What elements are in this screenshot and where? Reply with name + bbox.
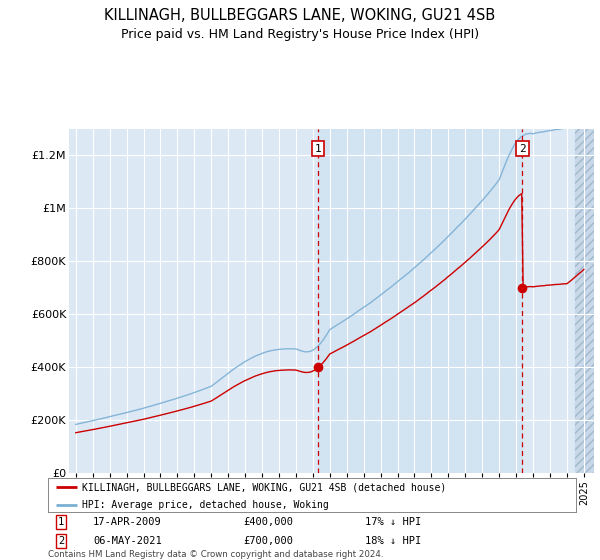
Text: 06-MAY-2021: 06-MAY-2021 <box>93 536 161 546</box>
Bar <box>575 129 596 473</box>
Text: 1: 1 <box>314 144 322 153</box>
Text: £400,000: £400,000 <box>244 517 293 527</box>
Text: KILLINAGH, BULLBEGGARS LANE, WOKING, GU21 4SB (detached house): KILLINAGH, BULLBEGGARS LANE, WOKING, GU2… <box>82 482 446 492</box>
Text: 18% ↓ HPI: 18% ↓ HPI <box>365 536 421 546</box>
Text: 2: 2 <box>58 536 64 546</box>
Text: Contains HM Land Registry data © Crown copyright and database right 2024.
This d: Contains HM Land Registry data © Crown c… <box>48 550 383 560</box>
Text: KILLINAGH, BULLBEGGARS LANE, WOKING, GU21 4SB: KILLINAGH, BULLBEGGARS LANE, WOKING, GU2… <box>104 8 496 24</box>
Text: 2: 2 <box>519 144 526 153</box>
Text: 17-APR-2009: 17-APR-2009 <box>93 517 161 527</box>
Text: 1: 1 <box>58 517 64 527</box>
Text: £700,000: £700,000 <box>244 536 293 546</box>
Bar <box>575 129 596 473</box>
Text: 17% ↓ HPI: 17% ↓ HPI <box>365 517 421 527</box>
Text: HPI: Average price, detached house, Woking: HPI: Average price, detached house, Woki… <box>82 500 329 510</box>
Text: Price paid vs. HM Land Registry's House Price Index (HPI): Price paid vs. HM Land Registry's House … <box>121 28 479 41</box>
Bar <box>318 129 523 473</box>
